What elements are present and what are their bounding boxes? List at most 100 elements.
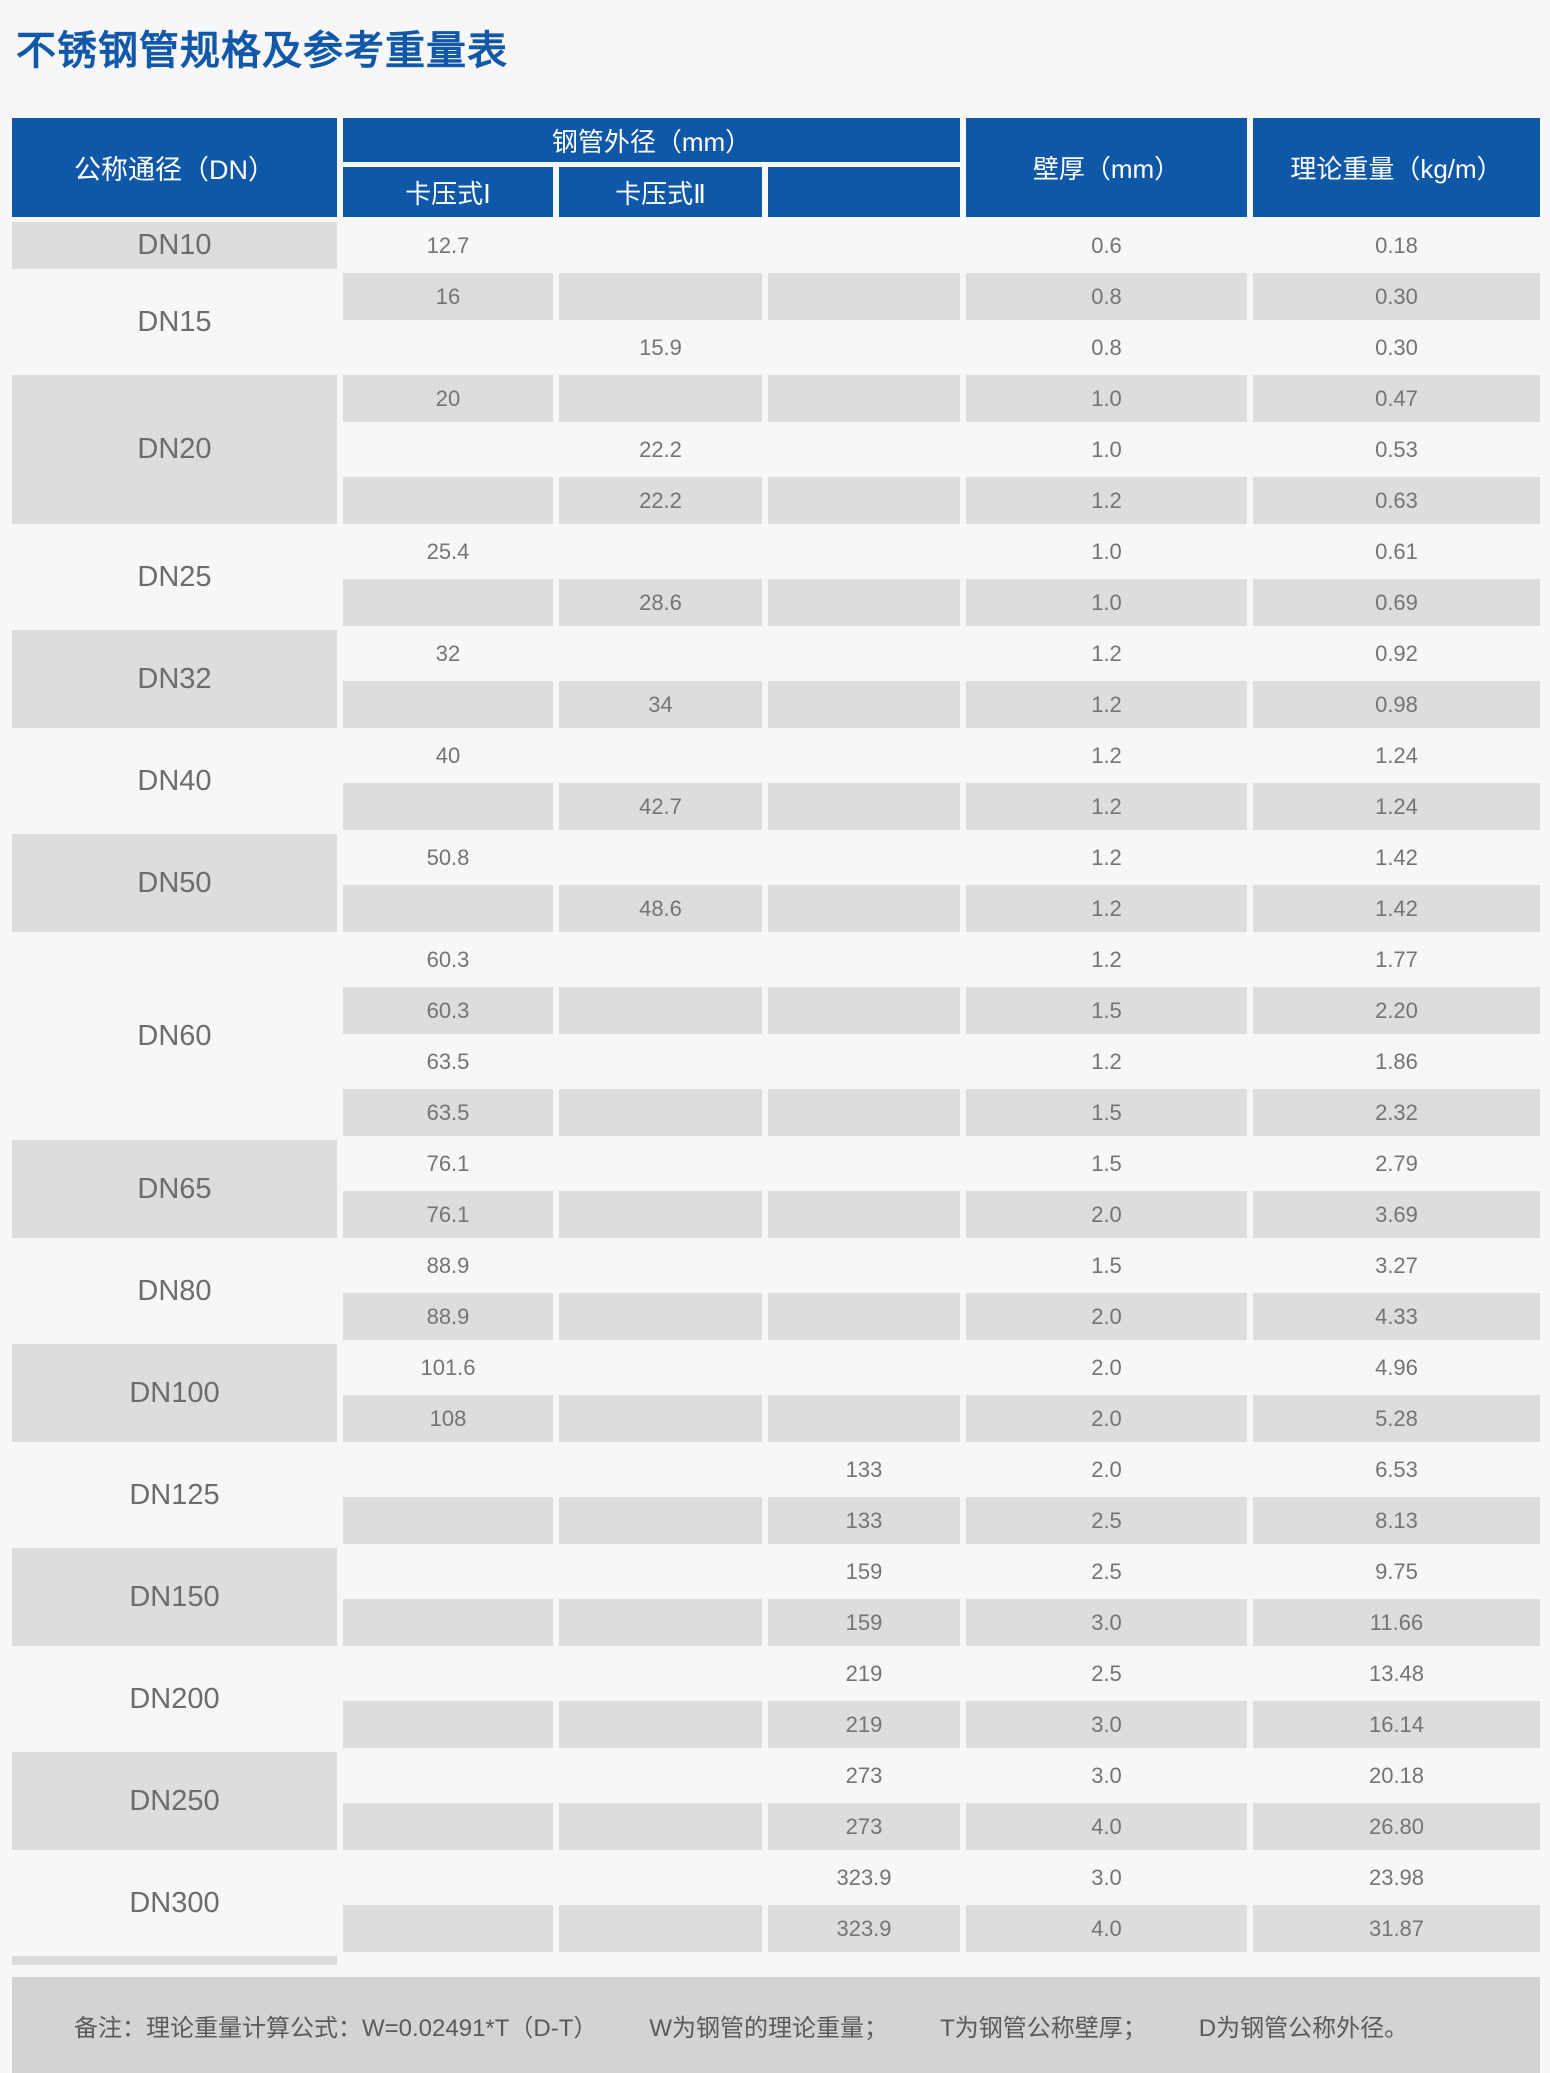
wall-thickness-cell: 2.0	[1091, 1354, 1122, 1380]
wall-thickness-cell: 1.2	[966, 477, 1247, 524]
wall-thickness-cell: 1.2	[966, 885, 1247, 932]
wall-thickness-cell: 2.0	[966, 1293, 1247, 1340]
weight-cell: 8.13	[1253, 1497, 1540, 1544]
od-press-type-1-cell	[343, 1905, 553, 1952]
wall-thickness-cell: 3.0	[1091, 1762, 1122, 1788]
od-other-cell	[768, 834, 960, 881]
header-theoretical-weight: 理论重量（kg/m）	[1253, 118, 1540, 217]
od-press-type-1-cell	[343, 885, 553, 932]
od-press-type-1-cell	[343, 1599, 553, 1646]
dn-group-label: DN200	[129, 1682, 220, 1715]
header-od-other	[768, 167, 960, 217]
od-other-cell	[768, 579, 960, 626]
wall-thickness-cell: 2.5	[1091, 1660, 1122, 1686]
weight-cell: 0.69	[1253, 579, 1540, 626]
dn-group-label: DN300	[129, 1886, 220, 1919]
dn-group: DN40 40 1.2 1.24 42.7 1.2 1.24	[12, 732, 1540, 830]
header-outer-diameter-subrow: 卡压式Ⅰ 卡压式Ⅱ	[343, 167, 960, 217]
table-row: 273 4.0 26.80	[343, 1803, 1540, 1850]
wall-thickness-cell: 2.0	[1091, 1456, 1122, 1482]
od-press-type-2-cell	[559, 1650, 762, 1697]
dn-group: DN20 20 1.0 0.47 22.2 1.0 0.53 22.2 1.2 0.63	[12, 375, 1540, 524]
dn-group: DN125 133 2.0 6.53 133 2.5 8.13	[12, 1446, 1540, 1544]
wall-thickness-cell: 4.0	[966, 1803, 1247, 1850]
od-press-type-2-cell	[559, 1344, 762, 1391]
od-other-cell	[768, 936, 960, 983]
dn-group-label: DN50	[12, 834, 337, 932]
weight-cell: 1.42	[1375, 844, 1418, 870]
weight-cell: 1.86	[1375, 1048, 1418, 1074]
group-rows: 133 2.0 6.53 133 2.5 8.13	[343, 1446, 1540, 1544]
weight-cell: 5.28	[1253, 1395, 1540, 1442]
note-d-definition: D为钢管公称外径。	[1198, 2014, 1409, 2042]
od-other-cell	[768, 1038, 960, 1085]
od-press-type-1-cell	[343, 1854, 553, 1901]
od-press-type-1-cell: 88.9	[426, 1252, 470, 1278]
weight-cell: 2.20	[1253, 987, 1540, 1034]
weight-cell: 0.30	[1375, 334, 1418, 360]
dn-group-label: DN32	[12, 630, 337, 728]
od-other-cell: 133	[845, 1456, 883, 1482]
table-row: 60.3 1.5 2.20	[343, 987, 1540, 1034]
wall-thickness-cell: 3.0	[1091, 1864, 1122, 1890]
weight-cell: 11.66	[1253, 1599, 1540, 1646]
page-title: 不锈钢管规格及参考重量表	[16, 29, 508, 73]
weight-cell: 0.63	[1253, 477, 1540, 524]
od-other-cell	[768, 1293, 960, 1340]
wall-thickness-cell: 1.0	[966, 579, 1247, 626]
group-rows: 20 1.0 0.47 22.2 1.0 0.53 22.2 1.2 0.63	[343, 375, 1540, 524]
od-press-type-2-cell: 48.6	[559, 885, 762, 932]
group-rows: 12.7 0.6 0.18	[343, 222, 1540, 269]
od-other-cell	[768, 222, 960, 269]
header-press-type-1: 卡压式Ⅰ	[343, 167, 553, 217]
table-row: 32 1.2 0.92	[343, 630, 1540, 677]
wall-thickness-cell: 1.0	[966, 375, 1247, 422]
group-rows: 50.8 1.2 1.42 48.6 1.2 1.42	[343, 834, 1540, 932]
wall-thickness-cell: 1.5	[1091, 1150, 1122, 1176]
od-other-cell: 159	[845, 1558, 883, 1584]
table-row: 63.5 1.5 2.32	[343, 1089, 1540, 1136]
od-press-type-2-cell	[559, 1242, 762, 1289]
table-bottom-strip	[12, 1956, 337, 1965]
table-row: 133 2.5 8.13	[343, 1497, 1540, 1544]
weight-cell: 16.14	[1253, 1701, 1540, 1748]
wall-thickness-cell: 1.0	[1091, 436, 1122, 462]
table-row: 76.1 2.0 3.69	[343, 1191, 1540, 1238]
od-press-type-2-cell	[559, 528, 762, 575]
group-rows: 40 1.2 1.24 42.7 1.2 1.24	[343, 732, 1540, 830]
od-other-cell: 219	[768, 1701, 960, 1748]
table-row: 219 3.0 16.14	[343, 1701, 1540, 1748]
header-nominal-diameter: 公称通径（DN）	[12, 118, 337, 217]
group-rows: 219 2.5 13.48 219 3.0 16.14	[343, 1650, 1540, 1748]
od-press-type-2-cell	[559, 1752, 762, 1799]
table-row: 50.8 1.2 1.42	[343, 834, 1540, 881]
table-row: 133 2.0 6.53	[343, 1446, 1540, 1493]
dn-group-label: DN80	[137, 1274, 212, 1307]
od-press-type-1-cell: 60.3	[343, 987, 553, 1034]
dn-group-label: DN150	[12, 1548, 337, 1646]
od-press-type-1-cell: 60.3	[426, 946, 470, 972]
group-rows: 76.1 1.5 2.79 76.1 2.0 3.69	[343, 1140, 1540, 1238]
od-press-type-2-cell	[559, 1395, 762, 1442]
od-other-cell	[768, 1140, 960, 1187]
weight-cell: 0.53	[1375, 436, 1418, 462]
dn-group-label: DN40	[137, 764, 212, 797]
weight-cell: 2.79	[1375, 1150, 1418, 1176]
wall-thickness-cell: 2.5	[1091, 1558, 1122, 1584]
od-press-type-2-cell	[559, 1905, 762, 1952]
table-body: DN10 12.7 0.6 0.18 DN15 16 0.8 0.30 15.9 0.8 0.30 D…	[12, 222, 1540, 1952]
dn-group-label: DN10	[12, 222, 337, 269]
od-press-type-2-cell	[559, 1701, 762, 1748]
dn-group-label: DN250	[12, 1752, 337, 1850]
dn-group-label: DN100	[12, 1344, 337, 1442]
wall-thickness-cell: 4.0	[966, 1905, 1247, 1952]
od-press-type-1-cell	[343, 1803, 553, 1850]
weight-cell: 1.24	[1253, 783, 1540, 830]
table-row: 60.3 1.2 1.77	[343, 936, 1540, 983]
wall-thickness-cell: 2.0	[966, 1191, 1247, 1238]
table-row: 323.9 3.0 23.98	[343, 1854, 1540, 1901]
od-press-type-1-cell	[343, 477, 553, 524]
od-press-type-2-cell	[559, 987, 762, 1034]
wall-thickness-cell: 1.5	[966, 987, 1247, 1034]
table-row: 40 1.2 1.24	[343, 732, 1540, 779]
